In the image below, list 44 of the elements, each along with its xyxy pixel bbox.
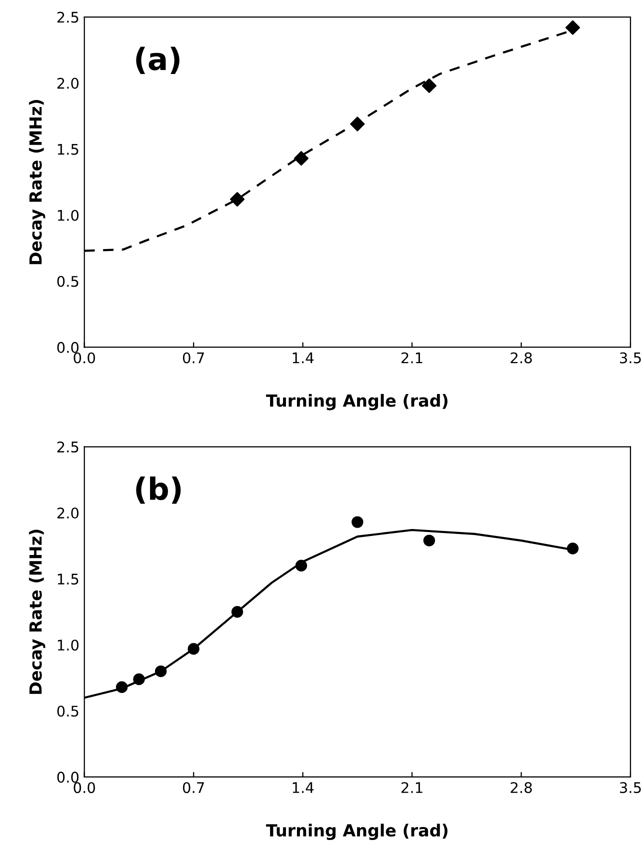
point	[294, 151, 309, 166]
y-tick-label: 1.5	[58, 574, 78, 585]
point	[350, 116, 365, 132]
x-tick-label: 2.1	[402, 782, 422, 793]
y-tick-label: 2.0	[57, 508, 79, 519]
x-tick-label: 0.0	[74, 782, 95, 794]
point	[133, 673, 145, 686]
x-tick-label: 2.8	[510, 352, 532, 364]
point	[565, 20, 580, 35]
point	[154, 665, 167, 678]
point	[422, 78, 436, 93]
x-tick-label: 3.5	[620, 352, 641, 364]
y-tick-label: 0.0	[57, 772, 79, 783]
y-tick-label: 2.0	[57, 78, 79, 89]
y-tick-label: 0.5	[57, 276, 78, 287]
point	[295, 560, 308, 572]
x-tick-label: 1.4	[292, 352, 314, 364]
y-tick-label: 1.0	[58, 640, 79, 651]
x-tick-label: 0.7	[182, 352, 204, 364]
point	[188, 643, 200, 655]
y-tick-label: 1.0	[58, 210, 79, 221]
y-tick-label: 1.5	[58, 144, 78, 155]
x-tick-label: 1.4	[292, 782, 314, 793]
point	[231, 606, 244, 618]
y-tick-label: 0.5	[57, 706, 78, 717]
x-axis-title: Turning Angle (rad)	[266, 394, 448, 410]
x-tick-label: 0.0	[74, 352, 95, 364]
y-tick-label: 2.5	[57, 12, 78, 23]
point	[230, 192, 245, 207]
point	[566, 542, 579, 554]
annotation: (b)	[136, 476, 181, 504]
y-axis-title: Decay Rate (MHz)	[28, 530, 46, 694]
point	[423, 534, 436, 546]
x-tick-label: 0.7	[182, 782, 204, 794]
y-axis-title: Decay Rate (MHz)	[28, 100, 46, 264]
x-axis-title: Turning Angle (rad)	[266, 824, 448, 840]
x-tick-label: 3.5	[620, 782, 641, 794]
point	[116, 681, 128, 693]
x-tick-label: 2.1	[402, 352, 422, 364]
y-tick-label: 0.0	[57, 342, 79, 353]
y-tick-label: 2.5	[57, 441, 78, 453]
point	[352, 516, 364, 528]
x-tick-label: 2.8	[510, 782, 532, 794]
annotation: (a)	[136, 46, 180, 74]
